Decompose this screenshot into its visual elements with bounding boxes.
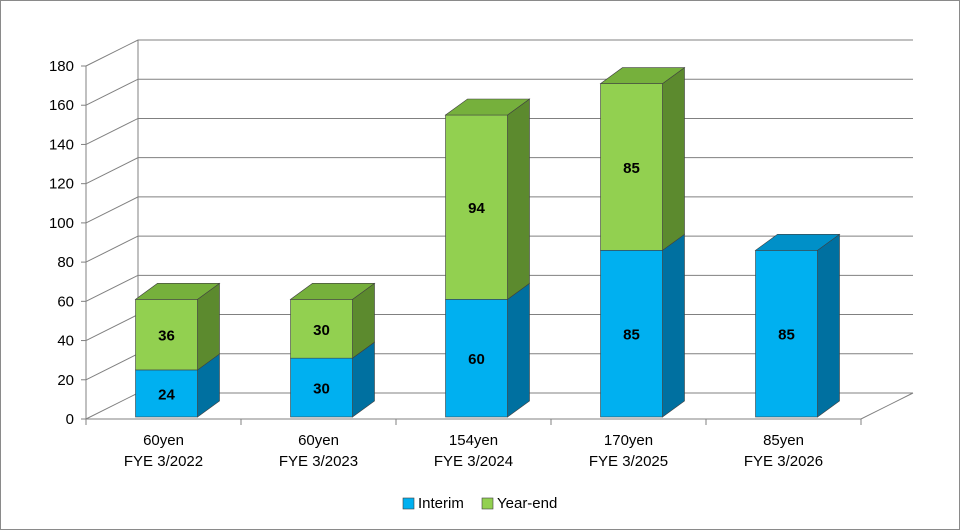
bar-front-face [600, 250, 663, 418]
bar-front-face [445, 114, 508, 300]
y-tick-label: 80 [57, 254, 74, 271]
x-tick-label: 60yen FYE 3/2023 [279, 432, 358, 470]
bars [134, 67, 841, 418]
bar-top-face [754, 234, 841, 251]
data-labels: 24 36 30 30 60 94 85 85 85 [158, 160, 795, 404]
bar-side-face [662, 233, 685, 418]
x-tick-label-line: FYE 3/2023 [279, 453, 358, 470]
bar-side-face [817, 233, 840, 418]
x-tick-label-line: 60yen [143, 432, 184, 449]
data-label: 36 [158, 328, 175, 345]
bar-interim [445, 282, 530, 418]
y-tick-label: 120 [49, 176, 74, 193]
bar-top-face [444, 98, 531, 116]
legend-swatch [481, 497, 494, 510]
y-tick-label: 40 [57, 333, 74, 350]
x-tick-label-line: FYE 3/2025 [589, 453, 668, 470]
bar-side-face [507, 282, 530, 418]
data-label: 30 [313, 381, 330, 398]
bar-side-face [662, 67, 685, 251]
bar-interim [600, 233, 685, 418]
y-tick-label: 100 [49, 215, 74, 232]
x-tick-label: 85yen FYE 3/2026 [744, 432, 823, 470]
bar-front-face [135, 369, 198, 418]
bar-front-face [445, 299, 508, 418]
data-label: 30 [313, 322, 330, 339]
bar-year-end [289, 282, 376, 359]
x-tick-label-line: 170yen [604, 432, 653, 449]
x-tick-label-line: 154yen [449, 432, 498, 449]
y-tick-label: 20 [57, 372, 74, 389]
bar-year-end [599, 67, 686, 251]
bar-year-end [134, 282, 221, 371]
data-label: 24 [158, 386, 175, 403]
bar-interim [135, 353, 220, 418]
y-tick-label: 0 [66, 411, 74, 428]
y-tick-label: 160 [49, 97, 74, 114]
legend: Interim Year-end [402, 495, 557, 512]
bar-front-face [600, 83, 663, 251]
y-tick-label: 140 [49, 136, 74, 153]
data-label: 60 [468, 351, 485, 368]
bar-interim [290, 341, 375, 418]
bar-top-face [289, 283, 376, 300]
bar-front-face [290, 299, 353, 359]
data-label: 85 [623, 327, 640, 344]
y-tick-label: 180 [49, 58, 74, 75]
x-tick-label-line: 60yen [298, 432, 339, 449]
legend-label: Year-end [497, 495, 557, 512]
bar-top-face [134, 283, 221, 300]
x-tick-label: 170yen FYE 3/2025 [589, 432, 668, 470]
data-label: 94 [468, 200, 485, 217]
legend-label: Interim [418, 495, 464, 512]
bar-side-face [507, 98, 530, 300]
x-tick-label-line: 85yen [763, 432, 804, 449]
x-tick-label-line: FYE 3/2026 [744, 453, 823, 470]
x-tick-label: 154yen FYE 3/2024 [434, 432, 513, 470]
bar-top-face [599, 67, 686, 84]
data-label: 85 [623, 160, 640, 177]
bar-front-face [755, 250, 818, 418]
bar-front-face [290, 357, 353, 418]
gridline-180 [85, 39, 913, 67]
x-tick-label-line: FYE 3/2024 [434, 453, 513, 470]
data-label: 85 [778, 327, 795, 344]
x-tick-label-line: FYE 3/2022 [124, 453, 203, 470]
bar-year-end [444, 98, 531, 300]
bar-interim [754, 233, 841, 418]
y-tick-label: 60 [57, 293, 74, 310]
x-tick-label: 60yen FYE 3/2022 [124, 432, 203, 470]
legend-swatch [402, 497, 415, 510]
